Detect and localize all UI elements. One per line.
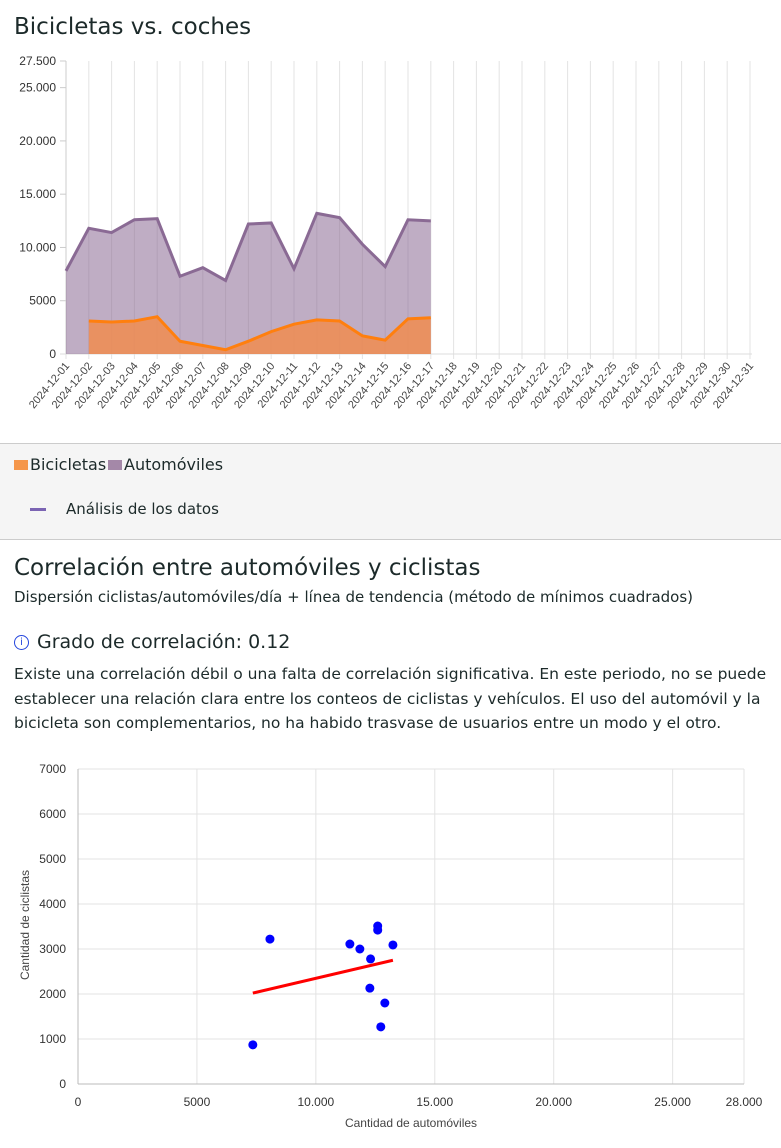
y-tick-label: 15.000: [19, 187, 56, 201]
page-title: Bicicletas vs. coches: [14, 14, 252, 40]
legend-label: Bicicletas: [30, 455, 107, 474]
y-tick-label: 2000: [39, 987, 66, 1001]
info-icon[interactable]: i: [14, 634, 29, 650]
correlation-grade: i Grado de correlación: 0.12: [14, 631, 290, 653]
scatter-point: [388, 940, 398, 950]
legend-label: Automóviles: [124, 455, 224, 474]
bikes-swatch-icon: [14, 459, 28, 470]
y-tick-label: 5000: [29, 294, 56, 308]
x-axis-title: Cantidad de automóviles: [345, 1116, 477, 1130]
legend-item-bikes[interactable]: Bicicletas: [14, 455, 106, 474]
scatter-point: [248, 1040, 258, 1050]
y-tick-label: 6000: [39, 807, 66, 821]
scatter-point: [345, 939, 355, 949]
analysis-label: Análisis de los datos: [66, 500, 219, 518]
y-tick-label: 0: [49, 347, 56, 361]
scatter-point: [265, 934, 275, 944]
scatter-point: [365, 983, 375, 993]
area-chart: 2024-12-012024-12-022024-12-032024-12-04…: [19, 54, 756, 411]
y-tick-label: 20.000: [19, 134, 56, 148]
y-tick-label: 7000: [39, 762, 66, 776]
y-tick-label: 10.000: [19, 240, 56, 254]
line-bicicletas: [88, 315, 431, 352]
x-tick-label: 15.000: [416, 1095, 453, 1109]
correlation-description: Existe una correlación débil o una falta…: [14, 665, 767, 732]
y-tick-label: 3000: [39, 942, 66, 956]
x-tick-label: 28.000: [726, 1095, 763, 1109]
y-tick-label: 4000: [39, 897, 66, 911]
scatter-point: [380, 998, 390, 1008]
scatter-chart: 0 5000 10.000 15.000 20.000 25.000 28.000 0 1000…: [18, 762, 763, 1130]
y-tick-label: 5000: [39, 852, 66, 866]
scatter-point: [376, 1022, 386, 1032]
x-tick-label: 10.000: [298, 1095, 335, 1109]
x-tick-label: 25.000: [654, 1095, 691, 1109]
y-tick-label: 27.500: [19, 54, 56, 68]
line-automóviles: [64, 211, 431, 283]
grade-label: Grado de correlación: 0.12: [37, 631, 291, 653]
cars-swatch-icon: [108, 459, 122, 470]
legend-item-cars[interactable]: Automóviles: [108, 455, 223, 474]
x-tick-label: 0: [75, 1095, 82, 1109]
scatter-point: [366, 954, 376, 964]
trend-line: [252, 958, 394, 995]
correlation-subtitle: Dispersión ciclistas/automóviles/día + l…: [14, 588, 694, 606]
y-axis-title: Cantidad de ciclistas: [18, 870, 32, 980]
scatter-point: [355, 944, 365, 954]
x-tick-label: 20.000: [535, 1095, 572, 1109]
y-tick-label: 25.000: [19, 81, 56, 95]
x-tick-label: 5000: [184, 1095, 211, 1109]
scatter-point: [373, 925, 383, 935]
y-tick-label: 0: [59, 1077, 66, 1091]
analysis-link[interactable]: Análisis de los datos: [30, 500, 219, 518]
y-tick-label: 1000: [39, 1032, 66, 1046]
legend-panel: Bicicletas Automóviles Análisis de los d…: [0, 443, 781, 540]
dash-icon: [30, 507, 46, 511]
correlation-title: Correlación entre automóviles y ciclista…: [14, 555, 481, 581]
